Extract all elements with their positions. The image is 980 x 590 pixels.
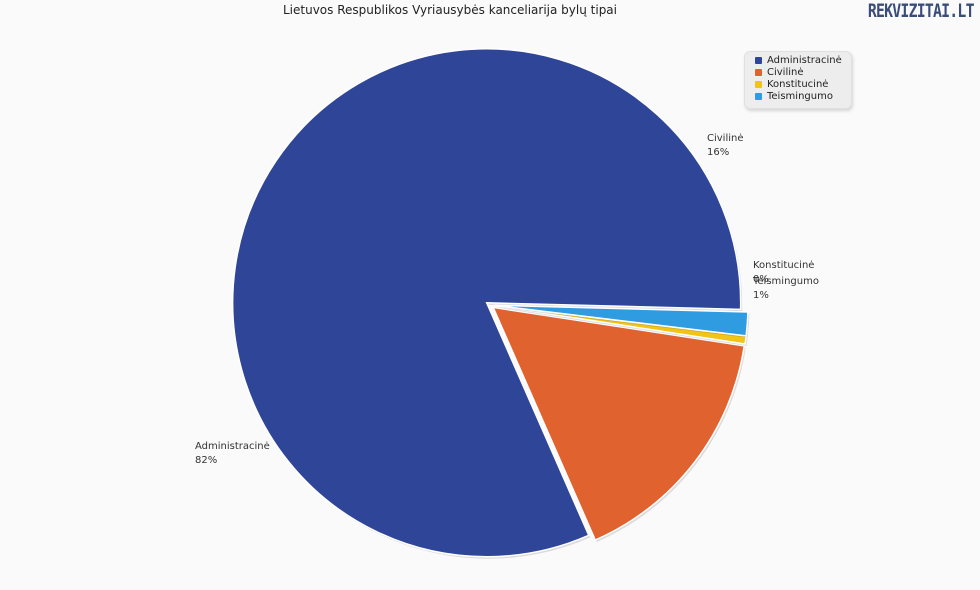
legend-label-civiline: Civilinė (767, 66, 804, 78)
pie-slice-administracine[interactable] (231, 48, 742, 558)
slice-label-name-civiline: Civilinė (707, 133, 744, 144)
chart-title: Lietuvos Respublikos Vyriausybės kanceli… (282, 3, 617, 17)
legend-swatch-konstitucine (755, 80, 762, 88)
pie-slice-shadow-konstitucine (495, 307, 748, 346)
slice-labels: Administracinė 82% Civilinė 16% Konstitucinė… (195, 133, 819, 466)
slice-label-value-civiline: 16% (707, 147, 729, 158)
legend-label-konstitucine: Konstitucinė (767, 78, 829, 90)
slice-label-name-teismingumo: Teismingumo (752, 276, 819, 287)
legend-swatch-civiline (755, 68, 762, 76)
legend-label-administracine: Administracinė (767, 54, 842, 66)
pie-slice-civiline[interactable] (491, 306, 746, 542)
pie-slices (231, 48, 750, 559)
legend-item-konstitucine[interactable]: Konstitucinė (755, 78, 851, 90)
legend-label-teismingumo: Teismingumo (767, 90, 833, 102)
logo-text-main: REKVIZITAI (868, 0, 950, 22)
legend-swatch-teismingumo (755, 92, 762, 100)
legend: Administracinė Civilinė Konstitucinė Tei… (744, 51, 852, 109)
legend-item-civiline[interactable]: Civilinė (755, 66, 851, 78)
slice-label-name-konstitucine: Konstitucinė (753, 260, 814, 271)
logo-text-suffix: .LT (949, 0, 975, 22)
legend-item-administracine[interactable]: Administracinė (755, 54, 851, 66)
site-logo[interactable]: REKVIZITAI.LT (868, 0, 975, 22)
slice-label-value-teismingumo: 1% (753, 290, 769, 301)
slice-label-value-administracine: 82% (195, 455, 217, 466)
slice-label-value-konstitucine: 0% (753, 274, 769, 285)
slice-label-name-administracine: Administracinė (195, 441, 270, 452)
legend-swatch-administracine (755, 56, 762, 64)
legend-item-teismingumo[interactable]: Teismingumo (755, 90, 851, 102)
pie-slice-teismingumo[interactable] (493, 304, 749, 337)
